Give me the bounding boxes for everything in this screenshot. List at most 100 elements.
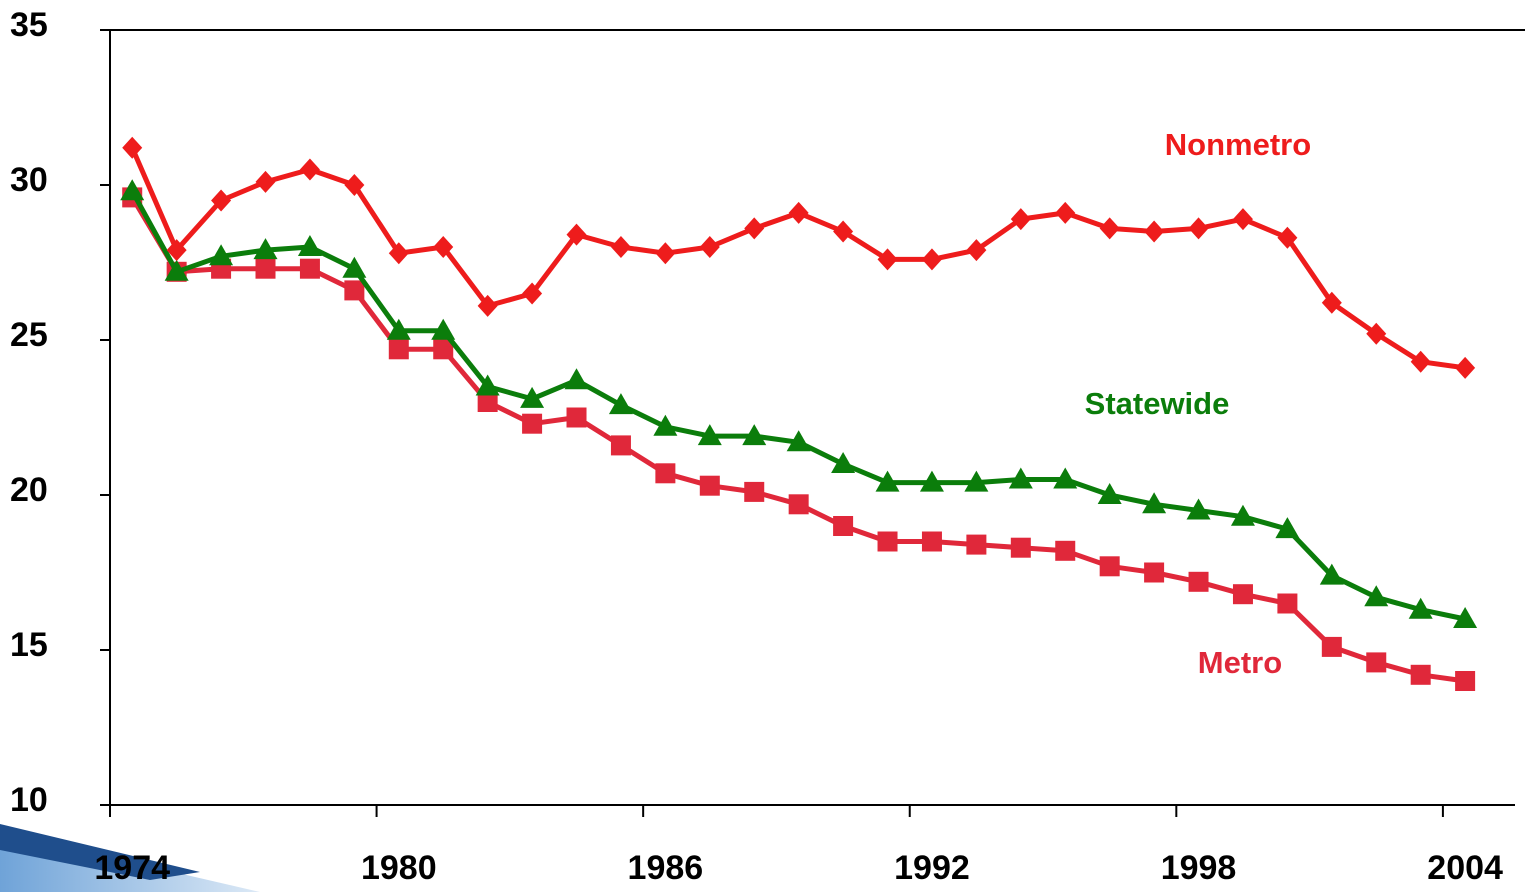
point	[1408, 597, 1433, 619]
point	[919, 470, 944, 492]
point	[699, 475, 720, 496]
point	[1232, 584, 1253, 605]
point	[433, 339, 454, 360]
point	[211, 189, 232, 212]
point	[1366, 652, 1387, 673]
point	[522, 413, 543, 434]
y-tick-label: 25	[10, 316, 48, 354]
point	[966, 534, 987, 555]
point	[475, 374, 500, 396]
point	[831, 452, 856, 473]
point	[1010, 537, 1031, 558]
point	[1277, 593, 1298, 614]
point	[788, 494, 809, 515]
point	[833, 516, 854, 536]
point	[608, 393, 633, 415]
point	[1055, 201, 1076, 224]
point	[655, 463, 676, 484]
point	[122, 136, 143, 159]
point	[297, 235, 322, 256]
point	[1410, 350, 1431, 373]
point	[610, 435, 631, 456]
point	[742, 424, 767, 446]
point	[344, 280, 365, 301]
point	[744, 481, 765, 502]
point	[1099, 217, 1120, 240]
point	[344, 174, 365, 196]
point	[1230, 504, 1255, 526]
point	[1232, 208, 1253, 231]
point	[255, 170, 276, 193]
point	[299, 258, 320, 279]
x-tick-label: 1986	[628, 849, 704, 887]
x-tick-label: 1974	[94, 849, 170, 887]
series-line	[130, 189, 1466, 622]
point	[1010, 208, 1031, 231]
point	[610, 236, 631, 258]
point	[786, 430, 811, 452]
point	[788, 201, 809, 224]
decoration	[0, 824, 200, 880]
point	[120, 179, 145, 201]
point	[566, 223, 587, 246]
point	[1142, 492, 1167, 514]
point	[564, 368, 589, 390]
point	[1144, 220, 1165, 243]
point	[1188, 217, 1209, 240]
point	[1277, 226, 1298, 249]
point	[964, 470, 989, 492]
point	[299, 158, 320, 181]
point	[1410, 664, 1431, 685]
point	[1053, 467, 1078, 489]
point	[386, 318, 411, 340]
point	[1366, 322, 1387, 345]
point	[431, 318, 456, 340]
point	[1055, 540, 1076, 561]
point	[1144, 562, 1165, 583]
y-tick-label: 10	[10, 781, 48, 819]
point	[921, 248, 942, 271]
point	[1099, 556, 1120, 577]
point	[433, 236, 454, 258]
point	[1321, 636, 1342, 657]
point	[522, 282, 543, 305]
x-tick-label: 1998	[1161, 849, 1237, 887]
point	[520, 386, 545, 408]
point	[1188, 571, 1209, 592]
point	[164, 259, 189, 281]
point	[699, 236, 720, 258]
point	[342, 256, 367, 278]
point	[966, 239, 987, 262]
series-label: Metro	[1198, 645, 1282, 680]
point	[875, 470, 900, 492]
point	[477, 294, 498, 317]
y-tick-label: 15	[10, 626, 48, 664]
point	[1364, 585, 1389, 607]
point	[1453, 607, 1478, 628]
point	[877, 531, 898, 552]
point	[1008, 467, 1033, 489]
point	[209, 244, 234, 266]
point	[566, 407, 587, 428]
series-label: Nonmetro	[1165, 127, 1311, 162]
point	[697, 424, 722, 446]
series-label: Statewide	[1085, 386, 1230, 421]
point	[833, 220, 854, 243]
x-tick-label: 1992	[894, 849, 970, 887]
point	[166, 239, 187, 262]
x-tick-label: 2004	[1427, 849, 1503, 887]
point	[655, 242, 676, 265]
y-tick-label: 30	[10, 161, 48, 199]
point	[477, 392, 498, 412]
y-tick-label: 20	[10, 471, 48, 509]
point	[1319, 563, 1344, 585]
point	[1275, 517, 1300, 539]
point	[877, 248, 898, 271]
y-tick-label: 35	[10, 6, 48, 44]
point	[744, 217, 765, 240]
point	[1455, 356, 1476, 379]
point	[1455, 671, 1476, 691]
point	[253, 238, 278, 260]
point	[1321, 291, 1342, 314]
